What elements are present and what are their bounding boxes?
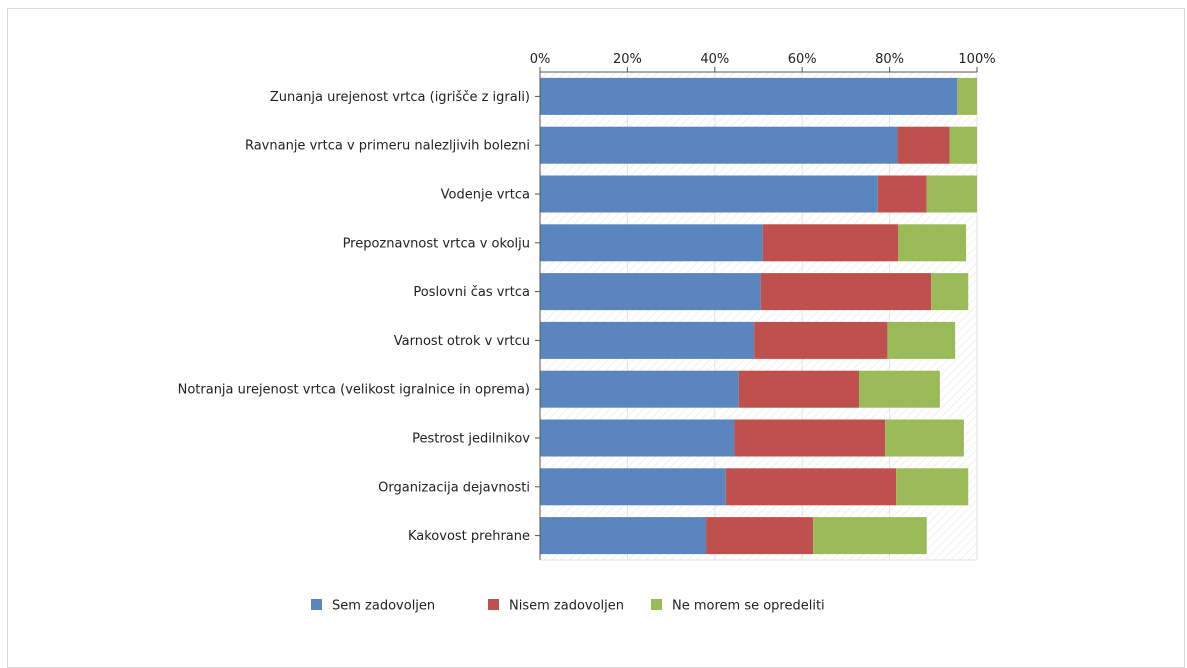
x-tick-label: 60% (788, 52, 817, 67)
category-labels: Zunanja urejenost vrtca (igrišče z igral… (178, 90, 531, 544)
legend-swatch (488, 599, 499, 610)
bar-segment (725, 468, 897, 506)
bar-segment (540, 224, 763, 262)
bar-segment (734, 419, 886, 457)
x-tick-label: 0% (530, 52, 551, 67)
legend-label: Nisem zadovoljen (509, 599, 624, 614)
axes (535, 67, 978, 560)
bar-segment (898, 224, 967, 262)
legend-swatch (651, 599, 662, 610)
bar-segment (540, 419, 735, 457)
category-label: Ravnanje vrtca v primeru nalezljivih bol… (245, 139, 530, 154)
bar-segment (885, 419, 964, 457)
category-label: Kakovost prehrane (408, 529, 530, 544)
bar-segment (706, 517, 814, 555)
bar-segment (540, 468, 726, 506)
bar-segment (896, 468, 969, 506)
category-label: Poslovni čas vrtca (413, 285, 530, 300)
bar-segment (926, 175, 977, 213)
bar-segment (754, 321, 888, 359)
bar-segment (760, 273, 932, 311)
bar-segment (540, 77, 958, 115)
bar-segment (540, 321, 755, 359)
x-tick-label: 20% (613, 52, 642, 67)
bar-segment (957, 77, 977, 115)
category-label: Zunanja urejenost vrtca (igrišče z igral… (270, 90, 530, 105)
category-label: Organizacija dejavnosti (378, 480, 530, 495)
bar-segment (877, 175, 927, 213)
category-label: Notranja urejenost vrtca (velikost igral… (178, 383, 530, 398)
bar-segment (540, 175, 878, 213)
bar-segment (762, 224, 899, 262)
bar-segment (540, 370, 739, 408)
bar-segment (859, 370, 940, 408)
category-label: Prepoznavnost vrtca v okolju (343, 236, 530, 251)
bar-segment (897, 126, 950, 164)
bar-segment (540, 517, 707, 555)
x-tick-label: 40% (700, 52, 729, 67)
x-tick-labels: 0% 20% 40% 60% 80% 100% (530, 52, 996, 67)
category-label: Varnost otrok v vrtcu (394, 334, 530, 349)
category-label: Vodenje vrtca (441, 188, 530, 203)
category-label: Pestrost jedilnikov (412, 432, 530, 447)
legend-label: Sem zadovoljen (332, 599, 435, 614)
bar-segment (813, 517, 927, 555)
bar-segment (738, 370, 860, 408)
bar-segment (887, 321, 956, 359)
bar-segment (931, 273, 969, 311)
bars (540, 77, 977, 555)
legend-swatch (311, 599, 322, 610)
x-tick-label: 100% (958, 52, 995, 67)
x-tick-label: 80% (875, 52, 904, 67)
legend-label: Ne morem se opredeliti (672, 599, 825, 614)
bar-segment (540, 126, 898, 164)
legend: Sem zadovoljen Nisem zadovoljen Ne morem s… (311, 599, 825, 614)
bar-segment (949, 126, 977, 164)
bar-segment (540, 273, 761, 311)
